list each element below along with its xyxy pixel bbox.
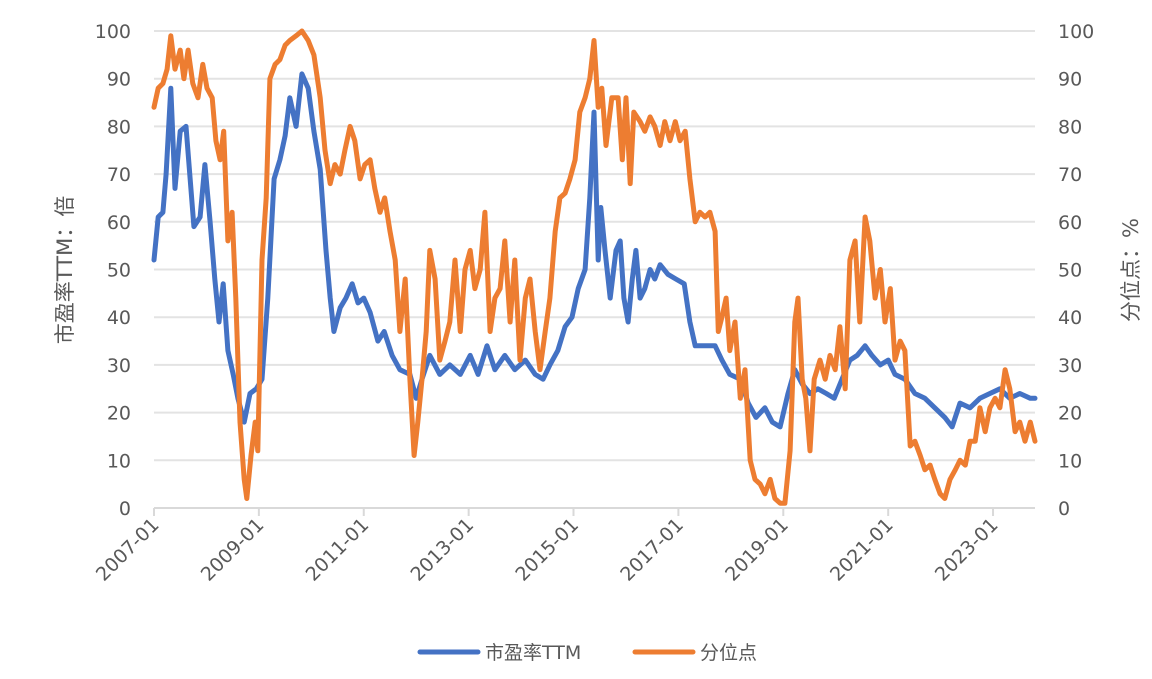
left-y-tick-label: 20 <box>107 403 131 425</box>
left-y-tick-label: 90 <box>107 69 131 91</box>
right-y-tick-label: 50 <box>1058 260 1082 282</box>
right-y-tick-label: 60 <box>1058 212 1082 234</box>
x-axis-ticks: 2007-01 2009-01 2011-01 2013-01 2015-01 2017-… <box>92 508 1003 586</box>
percentile-line <box>151 28 1038 506</box>
right-y-tick-label: 80 <box>1058 116 1082 138</box>
right-y-tick-label: 40 <box>1058 307 1082 329</box>
x-tick-label: 2011-01 <box>302 514 374 586</box>
right-y-axis-title: 分位点：% <box>1119 218 1143 322</box>
legend-label-percentile: 分位点 <box>700 642 757 664</box>
x-tick-label: 2015-01 <box>511 514 583 586</box>
left-y-tick-label: 50 <box>107 260 131 282</box>
gridlines <box>154 30 1035 509</box>
legend: 市盈率TTM 分位点 <box>417 642 757 664</box>
left-y-tick-label: 70 <box>107 164 131 186</box>
legend-label-pe: 市盈率TTM <box>485 642 581 664</box>
left-y-tick-label: 30 <box>107 355 131 377</box>
left-y-tick-label: 10 <box>107 450 131 472</box>
x-tick-label: 2019-01 <box>721 514 793 586</box>
left-y-axis-title: 市盈率TTM：倍 <box>53 196 77 344</box>
x-tick-label: 2009-01 <box>197 514 269 586</box>
right-y-tick-label: 100 <box>1058 21 1094 43</box>
x-tick-label: 2023-01 <box>931 514 1003 586</box>
left-y-tick-label: 40 <box>107 307 131 329</box>
right-y-tick-label: 30 <box>1058 355 1082 377</box>
left-y-tick-label: 60 <box>107 212 131 234</box>
left-y-tick-label: 100 <box>95 21 131 43</box>
right-y-tick-label: 20 <box>1058 403 1082 425</box>
left-y-tick-label: 80 <box>107 116 131 138</box>
series-lines <box>151 28 1038 506</box>
right-y-axis-ticks: 0 10 20 30 40 50 60 70 80 90 100 <box>1058 21 1094 520</box>
x-tick-label: 2007-01 <box>92 514 164 586</box>
x-tick-label: 2017-01 <box>616 514 688 586</box>
x-tick-label: 2013-01 <box>406 514 478 586</box>
left-y-tick-label: 0 <box>119 498 131 520</box>
left-y-axis-ticks: 0 10 20 30 40 50 60 70 80 90 100 <box>95 21 131 520</box>
right-y-tick-label: 0 <box>1058 498 1070 520</box>
x-tick-label: 2021-01 <box>826 514 898 586</box>
right-y-tick-label: 90 <box>1058 69 1082 91</box>
right-y-tick-label: 70 <box>1058 164 1082 186</box>
right-y-tick-label: 10 <box>1058 450 1082 472</box>
